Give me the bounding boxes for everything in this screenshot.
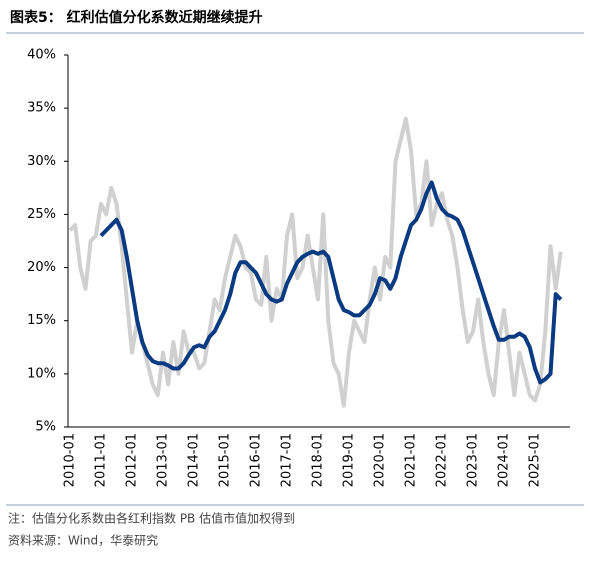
x-tick-label: 2020-01 [373,433,388,487]
y-tick-label: 5% [35,420,56,435]
y-tick-label: 20% [27,260,56,275]
x-tick-label: 2015-01 [218,433,233,487]
y-tick-label: 35% [27,101,56,116]
y-tick-label: 25% [27,207,56,222]
x-tick-label: 2012-01 [125,433,140,487]
y-tick-label: 40% [27,48,56,63]
series-line [68,116,563,408]
y-tick-label: 15% [27,313,56,328]
source: 资料来源：Wind，华泰研究 [8,533,158,548]
y-tick-label: 30% [27,154,56,169]
x-tick-label: 2017-01 [280,433,295,487]
x-tick-label: 2024-01 [497,433,512,487]
x-tick-label: 2010-01 [63,433,78,487]
x-tick-label: 2022-01 [435,433,450,487]
x-tick-label: 2014-01 [187,433,202,487]
y-tick-label: 10% [27,366,56,381]
x-tick-label: 2013-01 [156,433,171,487]
x-tick-label: 2019-01 [342,433,357,487]
x-tick-label: 2023-01 [466,433,481,487]
x-tick-label: 2016-01 [249,433,264,487]
chart-title: 图表5： 红利估值分化系数近期继续提升 [10,9,263,26]
note: 注：估值分化系数由各红利指数 PB 估值市值加权得到 [8,511,295,526]
x-tick-label: 2025-01 [528,433,543,487]
series-line [99,180,563,385]
x-tick-label: 2011-01 [94,433,109,487]
x-tick-label: 2018-01 [311,433,326,487]
x-tick-label: 2021-01 [404,433,419,487]
